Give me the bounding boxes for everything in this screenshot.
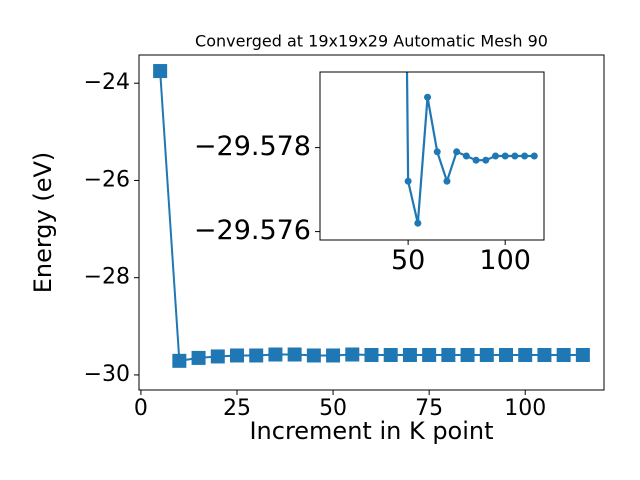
marker — [191, 350, 206, 365]
marker — [491, 152, 499, 160]
axes-frame — [319, 71, 545, 241]
y-tick-label: −26 — [84, 167, 130, 192]
marker — [422, 347, 437, 362]
marker — [424, 93, 432, 101]
axes-frame — [138, 54, 605, 391]
marker — [287, 347, 302, 362]
marker — [268, 347, 283, 362]
x-tick-label: 100 — [479, 245, 531, 276]
marker — [501, 152, 509, 160]
marker — [433, 148, 441, 156]
x-tick-label: 50 — [319, 396, 347, 421]
marker — [345, 347, 360, 362]
marker — [511, 152, 519, 160]
x-tick-label: 50 — [391, 245, 425, 276]
marker — [443, 177, 451, 185]
marker — [441, 347, 456, 362]
x-tick-label: 100 — [504, 396, 546, 421]
marker — [521, 152, 529, 160]
x-axis-label: Increment in K point — [249, 417, 493, 445]
y-tick-label: −24 — [84, 70, 130, 95]
marker — [383, 347, 398, 362]
marker — [326, 348, 341, 363]
marker — [414, 219, 422, 227]
x-tick-label: 0 — [134, 396, 148, 421]
marker — [460, 347, 475, 362]
marker — [462, 152, 470, 160]
y-tick-label: −28 — [84, 265, 130, 290]
y-tick-label: −29.578 — [194, 131, 311, 162]
marker — [518, 347, 533, 362]
marker — [472, 156, 480, 164]
marker — [575, 347, 590, 362]
chart-title: Converged at 19x19x29 Automatic Mesh 90 — [195, 32, 548, 51]
marker — [556, 347, 571, 362]
marker — [453, 148, 461, 156]
marker — [530, 152, 538, 160]
marker — [229, 348, 244, 363]
marker — [306, 348, 321, 363]
marker — [249, 348, 264, 363]
marker — [402, 347, 417, 362]
marker — [172, 353, 187, 368]
marker — [482, 156, 490, 164]
y-tick-label: −30 — [84, 362, 130, 387]
x-tick-label: 25 — [223, 396, 251, 421]
x-tick-label: 75 — [415, 396, 443, 421]
plot-layer — [404, 72, 538, 227]
y-tick-label: −29.576 — [194, 215, 311, 246]
marker — [479, 347, 494, 362]
plot-layer — [153, 64, 590, 368]
marker — [153, 64, 168, 79]
marker — [537, 347, 552, 362]
marker — [364, 347, 379, 362]
marker — [499, 347, 514, 362]
y-axis-label: Energy (eV) — [29, 152, 57, 294]
marker — [210, 349, 225, 364]
marker — [404, 177, 412, 185]
